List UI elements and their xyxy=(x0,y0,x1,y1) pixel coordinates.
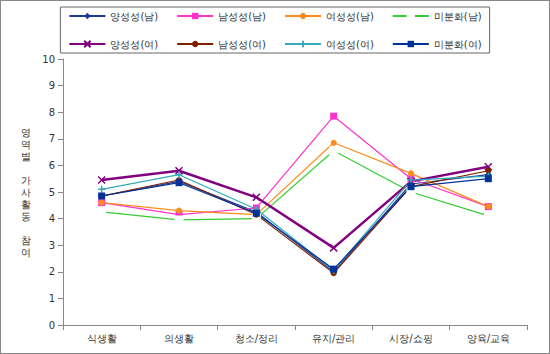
svg-text:8: 8 xyxy=(49,107,55,118)
svg-text:여성성(여): 여성성(여) xyxy=(326,39,374,50)
svg-text:시장/쇼핑: 시장/쇼핑 xyxy=(389,333,432,344)
svg-text:5: 5 xyxy=(49,187,55,198)
svg-text:별: 별 xyxy=(21,151,31,162)
svg-text:의생활: 의생활 xyxy=(164,333,194,344)
svg-text:여: 여 xyxy=(21,247,31,258)
svg-text:양육/교육: 양육/교육 xyxy=(467,333,510,344)
svg-text:남성성(여): 남성성(여) xyxy=(218,39,266,50)
svg-text:미분화(남): 미분화(남) xyxy=(434,11,482,22)
svg-text:참: 참 xyxy=(21,235,31,246)
svg-text:4: 4 xyxy=(49,213,55,224)
svg-text:양성성(여): 양성성(여) xyxy=(110,39,158,50)
svg-text:청소/정리: 청소/정리 xyxy=(235,333,278,344)
svg-text:9: 9 xyxy=(49,80,55,91)
svg-text:6: 6 xyxy=(49,160,55,171)
svg-text:1: 1 xyxy=(49,293,55,304)
svg-text:10: 10 xyxy=(42,54,55,65)
svg-text:0: 0 xyxy=(49,320,55,331)
svg-text:2: 2 xyxy=(49,266,55,277)
svg-text:가: 가 xyxy=(21,175,31,186)
svg-text:사: 사 xyxy=(21,187,31,198)
svg-text:영: 영 xyxy=(21,127,31,138)
svg-text:미분화(여): 미분화(여) xyxy=(434,39,482,50)
svg-text:양성성(남): 양성성(남) xyxy=(110,11,158,22)
svg-text:활: 활 xyxy=(21,199,31,210)
svg-text:동: 동 xyxy=(21,211,31,222)
svg-text:3: 3 xyxy=(49,240,55,251)
svg-text:여성성(남): 여성성(남) xyxy=(326,11,374,22)
svg-text:7: 7 xyxy=(49,133,55,144)
svg-text:식생활: 식생활 xyxy=(87,333,117,344)
svg-text:역: 역 xyxy=(21,139,31,150)
svg-text:남성성(남): 남성성(남) xyxy=(218,11,266,22)
svg-text:유지/관리: 유지/관리 xyxy=(312,333,355,344)
